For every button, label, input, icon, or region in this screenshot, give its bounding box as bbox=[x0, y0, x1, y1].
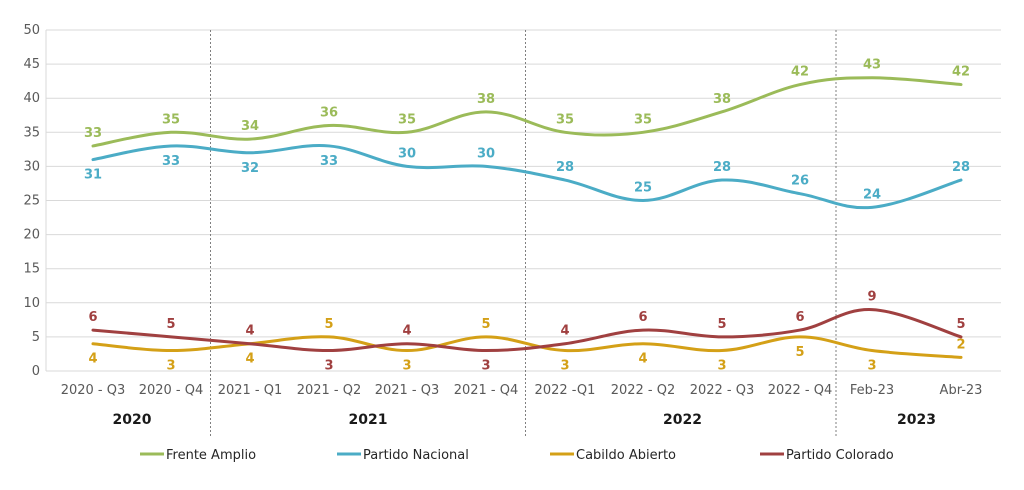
data-label-partido-colorado: 4 bbox=[402, 324, 411, 339]
data-label-partido-colorado: 3 bbox=[324, 359, 333, 374]
data-label-partido-nacional: 32 bbox=[241, 161, 259, 176]
legend-label: Partido Nacional bbox=[363, 448, 469, 463]
data-label-partido-colorado: 3 bbox=[481, 359, 490, 374]
y-tick-label: 0 bbox=[32, 364, 40, 379]
data-label-cabildo-abierto: 3 bbox=[166, 359, 175, 374]
data-label-frente-amplio: 36 bbox=[320, 105, 338, 120]
y-tick-label: 15 bbox=[23, 262, 40, 277]
data-label-frente-amplio: 35 bbox=[162, 112, 180, 127]
y-tick-label: 40 bbox=[23, 91, 40, 106]
legend: Frente Amplio Partido Nacional Cabildo Abi… bbox=[140, 448, 894, 463]
x-axis-ticks: 2020 - Q3 2020 - Q4 2021 - Q1 2021 - Q2 2021… bbox=[61, 383, 983, 398]
data-label-frente-amplio: 34 bbox=[241, 119, 259, 134]
x-tick-label: 2022 - Q2 bbox=[611, 383, 676, 398]
y-tick-label: 45 bbox=[23, 57, 40, 72]
data-label-partido-colorado: 4 bbox=[245, 324, 254, 339]
legend-item-partido-colorado: Partido Colorado bbox=[760, 448, 894, 463]
data-label-partido-colorado: 5 bbox=[717, 317, 726, 332]
data-label-partido-colorado: 6 bbox=[795, 310, 804, 325]
x-tick-label: 2022 - Q3 bbox=[690, 383, 755, 398]
x-tick-label: 2020 - Q4 bbox=[139, 383, 204, 398]
data-label-frente-amplio: 38 bbox=[713, 92, 731, 107]
x-tick-label: Abr-23 bbox=[940, 383, 983, 398]
data-label-cabildo-abierto: 4 bbox=[638, 352, 647, 367]
x-tick-label: 2021 - Q1 bbox=[218, 383, 283, 398]
data-label-frente-amplio: 42 bbox=[952, 65, 970, 80]
legend-label: Cabildo Abierto bbox=[576, 448, 676, 463]
x-tick-label: 2022 - Q4 bbox=[768, 383, 833, 398]
data-label-cabildo-abierto: 5 bbox=[795, 345, 804, 360]
data-label-frente-amplio: 38 bbox=[477, 92, 495, 107]
x-tick-label: 2020 - Q3 bbox=[61, 383, 126, 398]
data-label-partido-colorado: 5 bbox=[956, 317, 965, 332]
legend-item-frente-amplio: Frente Amplio bbox=[140, 448, 256, 463]
data-label-partido-nacional: 30 bbox=[477, 146, 495, 161]
legend-item-partido-nacional: Partido Nacional bbox=[337, 448, 469, 463]
data-label-partido-nacional: 28 bbox=[713, 160, 731, 175]
data-label-partido-nacional: 30 bbox=[398, 146, 416, 161]
data-label-partido-colorado: 5 bbox=[166, 317, 175, 332]
data-label-cabildo-abierto: 5 bbox=[481, 317, 490, 332]
data-label-cabildo-abierto: 2 bbox=[956, 337, 965, 352]
data-label-cabildo-abierto: 3 bbox=[402, 359, 411, 374]
data-label-partido-nacional: 33 bbox=[162, 154, 180, 169]
year-label: 2023 bbox=[897, 412, 936, 428]
data-label-partido-nacional: 28 bbox=[556, 160, 574, 175]
x-tick-label: 2021 - Q2 bbox=[297, 383, 362, 398]
data-label-cabildo-abierto: 3 bbox=[717, 359, 726, 374]
data-label-cabildo-abierto: 3 bbox=[867, 359, 876, 374]
y-tick-label: 5 bbox=[32, 330, 40, 345]
y-tick-label: 25 bbox=[23, 194, 40, 209]
legend-item-cabildo-abierto: Cabildo Abierto bbox=[550, 448, 676, 463]
year-label: 2020 bbox=[113, 412, 152, 428]
y-tick-label: 20 bbox=[23, 228, 40, 243]
year-label: 2022 bbox=[663, 412, 702, 428]
legend-label: Frente Amplio bbox=[166, 448, 256, 463]
y-axis-ticks: 0 5 10 15 20 25 30 35 40 45 50 bbox=[23, 23, 40, 379]
data-label-frente-amplio: 33 bbox=[84, 126, 102, 141]
legend-label: Partido Colorado bbox=[786, 448, 894, 463]
data-label-frente-amplio: 35 bbox=[634, 112, 652, 127]
data-label-partido-nacional: 31 bbox=[84, 168, 102, 183]
data-label-frente-amplio: 35 bbox=[398, 112, 416, 127]
series-line-partido-colorado bbox=[91, 308, 963, 353]
data-label-partido-nacional: 33 bbox=[320, 154, 338, 169]
year-group-labels: 2020 2021 2022 2023 bbox=[113, 412, 936, 428]
series-lines bbox=[91, 76, 963, 359]
data-label-partido-nacional: 25 bbox=[634, 181, 652, 196]
x-tick-label: 2021 - Q4 bbox=[454, 383, 519, 398]
data-label-partido-nacional: 28 bbox=[952, 160, 970, 175]
y-tick-label: 50 bbox=[23, 23, 40, 38]
x-tick-label: 2021 - Q3 bbox=[375, 383, 440, 398]
data-label-cabildo-abierto: 3 bbox=[560, 359, 569, 374]
data-label-frente-amplio: 35 bbox=[556, 112, 574, 127]
data-label-cabildo-abierto: 5 bbox=[324, 317, 333, 332]
y-tick-label: 30 bbox=[23, 159, 40, 174]
year-label: 2021 bbox=[349, 412, 388, 428]
data-label-frente-amplio: 42 bbox=[791, 65, 809, 80]
x-tick-label: Feb-23 bbox=[850, 383, 894, 398]
y-tick-label: 35 bbox=[23, 125, 40, 140]
data-label-partido-colorado: 6 bbox=[638, 310, 647, 325]
data-label-partido-nacional: 26 bbox=[791, 174, 809, 189]
series-line-frente-amplio bbox=[91, 76, 963, 148]
y-tick-label: 10 bbox=[23, 296, 40, 311]
data-label-partido-colorado: 4 bbox=[560, 324, 569, 339]
series-line-partido-nacional bbox=[91, 144, 963, 210]
data-label-partido-nacional: 24 bbox=[863, 187, 881, 202]
data-label-cabildo-abierto: 4 bbox=[245, 352, 254, 367]
data-label-partido-colorado: 6 bbox=[88, 310, 97, 325]
x-tick-label: 2022 -Q1 bbox=[535, 383, 596, 398]
year-separators bbox=[210, 30, 837, 436]
gridlines bbox=[45, 29, 1001, 372]
data-label-partido-colorado: 9 bbox=[867, 290, 876, 305]
data-label-cabildo-abierto: 4 bbox=[88, 352, 97, 367]
data-label-frente-amplio: 43 bbox=[863, 58, 881, 73]
